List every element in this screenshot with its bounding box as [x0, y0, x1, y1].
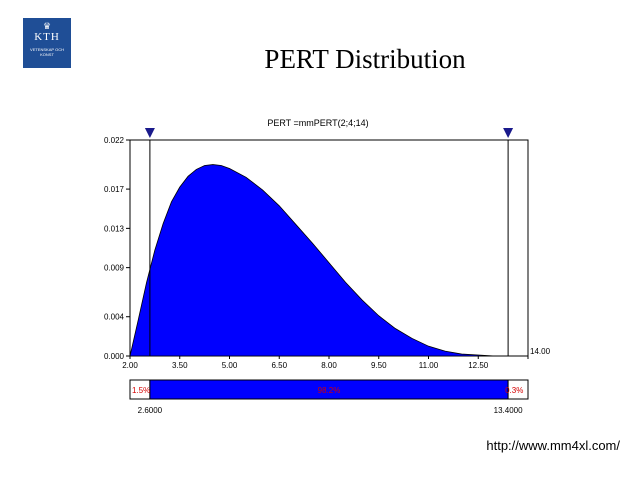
- y-axis: 0.000 0.004 0.009 0.013 0.017 0.022: [104, 136, 130, 361]
- y-tick-label: 0.013: [104, 224, 125, 233]
- right-marker-handle[interactable]: [503, 128, 514, 138]
- y-tick-label: 0.017: [104, 185, 125, 194]
- x-tick-label: 9.50: [371, 361, 387, 370]
- chart-title: PERT =mmPERT(2;4;14): [267, 118, 368, 128]
- right-marker-value: 13.4000: [494, 406, 523, 415]
- left-marker-value: 2.6000: [138, 406, 163, 415]
- x-tick-label: 14.00: [530, 347, 551, 356]
- logo-text: KTH: [34, 31, 60, 43]
- left-tail-pct: 1.5%: [132, 386, 150, 395]
- right-tail-pct: 0.3%: [505, 386, 523, 395]
- x-tick-label: 6.50: [271, 361, 287, 370]
- marker-lines: [144, 128, 514, 356]
- middle-pct: 98.2%: [318, 386, 341, 395]
- x-tick-label: 5.00: [222, 361, 238, 370]
- y-tick-label: 0.009: [104, 264, 125, 273]
- density-area: [129, 164, 528, 357]
- y-tick-label: 0.000: [104, 352, 125, 361]
- x-tick-label: 2.00: [122, 361, 138, 370]
- x-axis: 2.00 3.50 5.00 6.50 8.00 9.50 11.00 12.50 14.00: [122, 347, 550, 370]
- y-tick-label: 0.004: [104, 313, 125, 322]
- logo-subtext: VETENSKAP OCH KONST: [30, 47, 64, 57]
- y-tick-label: 0.022: [104, 136, 125, 145]
- kth-logo: ♛ KTH VETENSKAP OCH KONST: [23, 18, 71, 68]
- x-tick-label: 11.00: [419, 361, 439, 370]
- x-tick-label: 8.00: [321, 361, 337, 370]
- source-url[interactable]: http://www.mm4xl.com/: [486, 438, 620, 453]
- percentile-bar: 1.5% 98.2% 0.3% 2.6000 13.4000: [129, 379, 529, 415]
- x-tick-label: 3.50: [172, 361, 188, 370]
- slide-title: PERT Distribution: [264, 44, 466, 74]
- right-tail-segment: [507, 379, 529, 400]
- left-marker-handle[interactable]: [144, 128, 155, 138]
- x-tick-label: 12.50: [468, 361, 489, 370]
- crown-icon: ♛: [42, 21, 52, 31]
